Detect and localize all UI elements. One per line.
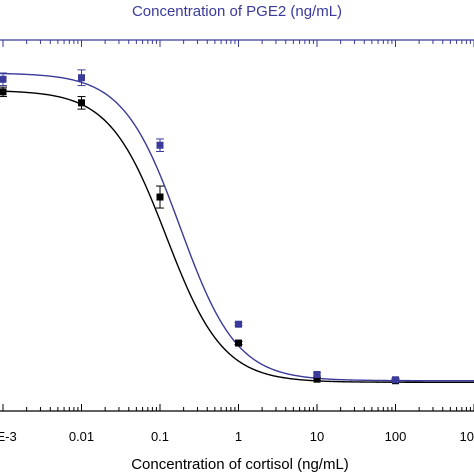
x-tick-label: 0.1 <box>151 429 169 444</box>
pge2-data-point <box>392 376 399 384</box>
top-axis-title: Concentration of PGE2 (ng/mL) <box>132 3 342 20</box>
pge2-fit-curve <box>0 72 474 382</box>
x-tick-labels: 1E-3 0.01 0.1 1 10 100 1000 <box>0 429 474 444</box>
cortisol-data-point <box>313 375 321 383</box>
pge2-data-point <box>156 141 164 149</box>
bottom-axis <box>0 404 474 412</box>
error-bars <box>0 69 400 383</box>
pge2-data-point <box>313 370 321 378</box>
cortisol-fit-curve <box>0 90 474 383</box>
fit-curves <box>0 72 474 383</box>
x-tick-label: 1 <box>235 429 242 444</box>
pge2-data-point <box>0 75 7 83</box>
pge2-data-point <box>235 320 242 328</box>
cortisol-data-point <box>235 339 242 347</box>
cortisol-data-point <box>156 193 164 201</box>
cortisol-data-point <box>0 88 7 96</box>
x-tick-label: 10 <box>310 429 324 444</box>
cortisol-data-point <box>78 99 85 107</box>
x-tick-label: 0.01 <box>69 429 94 444</box>
x-tick-label: 1E-3 <box>0 429 17 444</box>
data-markers <box>0 74 399 385</box>
top-axis <box>0 39 474 47</box>
pge2-data-point <box>78 74 85 82</box>
x-axis-title: Concentration of cortisol (ng/mL) <box>131 456 349 473</box>
x-tick-label: 1000 <box>460 429 474 444</box>
x-tick-label: 100 <box>385 429 407 444</box>
